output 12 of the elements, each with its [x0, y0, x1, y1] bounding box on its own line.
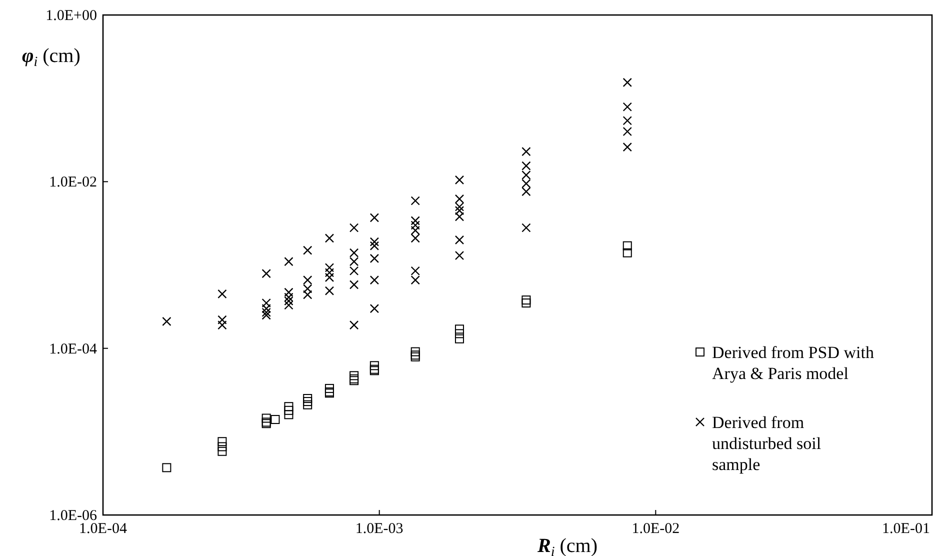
y-tick-label: 1.0E-04 — [49, 341, 98, 358]
legend-label: Derived from undisturbed soil sample — [712, 413, 822, 474]
x-tick-label: 1.0E-03 — [355, 521, 404, 537]
y-tick-label: 1.0E-02 — [49, 174, 97, 191]
x-axis-title: R$_{i}$ (cm) — [536, 535, 598, 556]
x-tick-label: 1.0E-02 — [632, 521, 680, 537]
legend-label: Derived from PSD with Arya & Paris model — [712, 343, 874, 383]
y-axis-title: φ$_{i}$ (cm) — [22, 45, 80, 70]
x-tick-label: 1.0E-01 — [882, 521, 930, 537]
x-tick-label: 1.0E-04 — [79, 521, 128, 537]
y-tick-label: 1.0E+00 — [46, 8, 97, 24]
y-tick-label: 1.0E-06 — [49, 508, 98, 524]
